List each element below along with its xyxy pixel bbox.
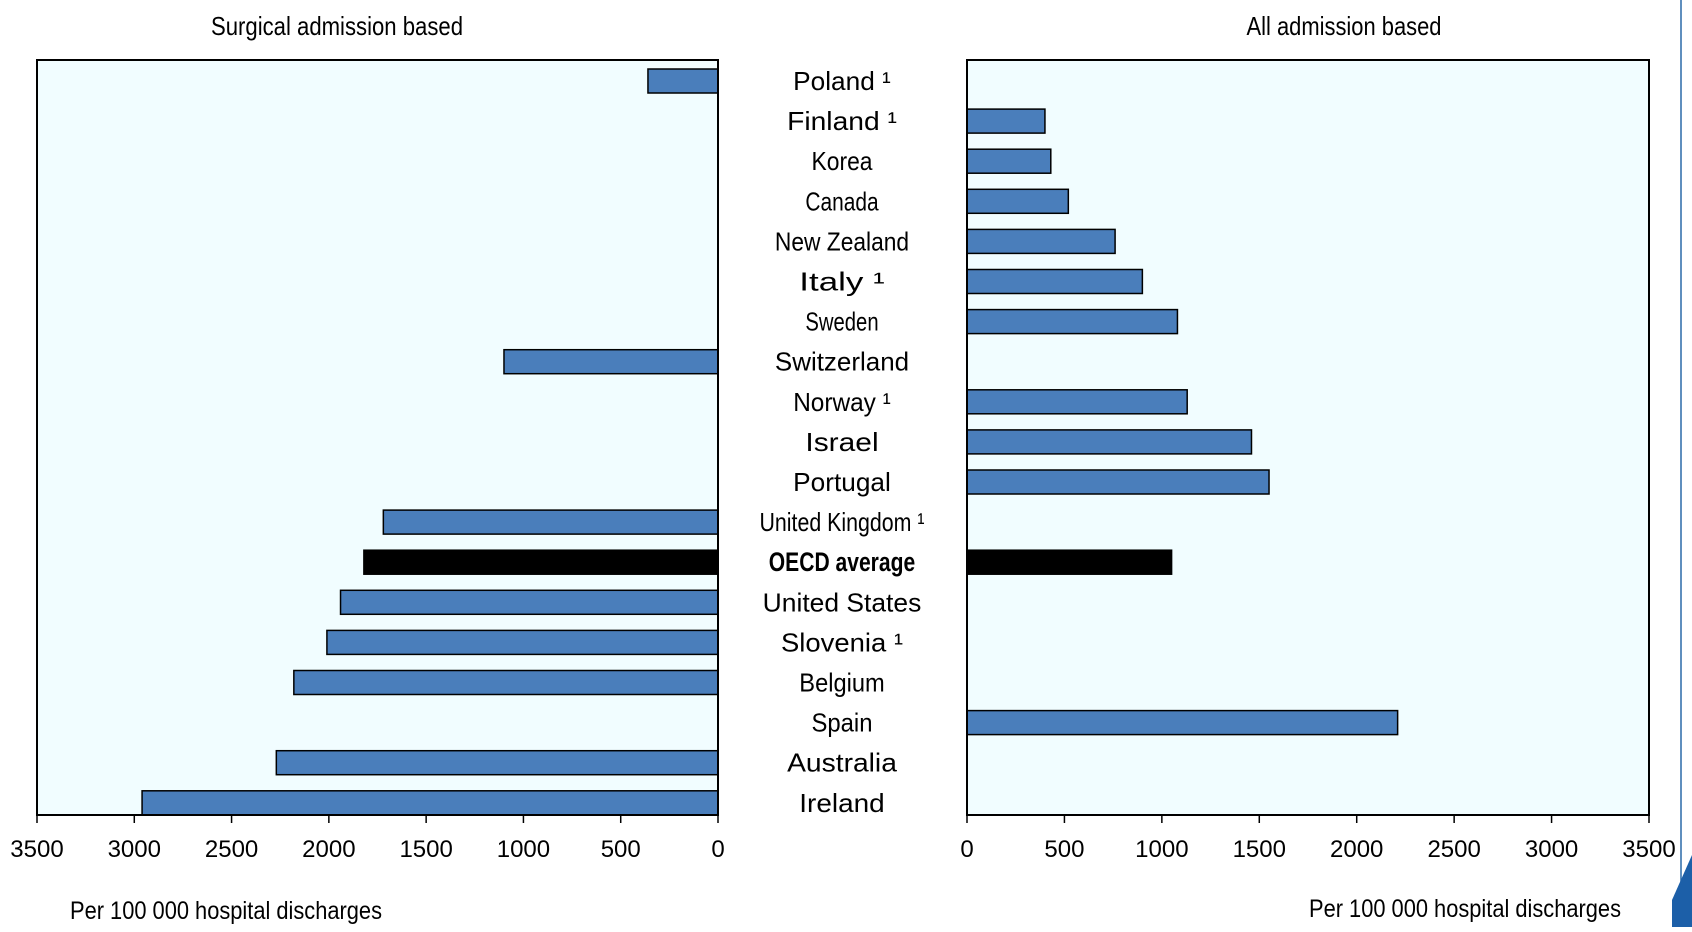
right-tick-label-2000: 2000 xyxy=(1330,836,1383,863)
category-label-korea: Korea xyxy=(812,146,873,176)
category-label-new-zealand: New Zealand xyxy=(775,226,909,256)
left-tick-label-3500: 3500 xyxy=(10,836,63,863)
left-bar-oecd-average xyxy=(363,549,719,575)
category-label-belgium: Belgium xyxy=(799,668,884,698)
category-label-finland: Finland ¹ xyxy=(787,106,897,136)
left-plot-frame xyxy=(36,59,719,816)
right-bar-norway xyxy=(966,389,1188,415)
category-label-oecd-average: OECD average xyxy=(769,547,915,577)
left-bar-australia xyxy=(275,749,719,776)
left-tick-label-3000: 3000 xyxy=(108,836,161,863)
left-tick-label-1000: 1000 xyxy=(497,836,550,863)
left-bar-switzerland xyxy=(503,348,719,375)
category-label-italy: Italy ¹ xyxy=(799,267,885,297)
left-bar-united-kingdom xyxy=(382,509,719,535)
category-label-ireland: Ireland xyxy=(799,788,884,818)
left-bar-belgium xyxy=(293,669,719,696)
right-tick-label-3500: 3500 xyxy=(1622,836,1675,863)
left-bar-united-states xyxy=(339,589,719,616)
category-label-switzerland: Switzerland xyxy=(775,347,909,377)
right-plot-frame xyxy=(966,59,1650,816)
right-bar-portugal xyxy=(966,469,1270,495)
category-label-spain: Spain xyxy=(812,708,873,738)
category-label-poland: Poland ¹ xyxy=(793,66,891,96)
left-tick-label-0: 0 xyxy=(711,836,724,863)
left-x-axis-label: Per 100 000 hospital discharges xyxy=(70,897,382,925)
left-tick-label-500: 500 xyxy=(601,836,641,863)
right-tick-label-2500: 2500 xyxy=(1427,836,1480,863)
category-label-united-kingdom: United Kingdom ¹ xyxy=(760,507,925,537)
left-tick-label-2000: 2000 xyxy=(302,836,355,863)
left-bar-poland xyxy=(647,68,719,94)
right-bar-sweden xyxy=(966,308,1179,335)
right-bar-new-zealand xyxy=(966,228,1116,255)
right-chart-title: All admission based xyxy=(1247,11,1442,41)
category-label-norway: Norway ¹ xyxy=(793,387,891,417)
right-tick-label-3000: 3000 xyxy=(1525,836,1578,863)
category-label-canada: Canada xyxy=(805,186,879,216)
left-chart-title: Surgical admission based xyxy=(211,11,463,41)
category-label-portugal: Portugal xyxy=(793,467,891,497)
left-tick-label-2500: 2500 xyxy=(205,836,258,863)
right-bar-spain xyxy=(966,709,1399,736)
right-tick-label-1500: 1500 xyxy=(1233,836,1286,863)
category-label-sweden: Sweden xyxy=(805,307,878,337)
category-label-united-states: United States xyxy=(763,587,922,617)
left-plot-area xyxy=(37,60,718,815)
left-bar-slovenia xyxy=(326,629,719,656)
right-bar-canada xyxy=(966,188,1070,215)
right-bar-israel xyxy=(966,429,1253,455)
left-bar-ireland xyxy=(141,790,719,816)
right-bar-italy xyxy=(966,268,1144,295)
category-label-australia: Australia xyxy=(787,748,897,778)
right-bar-korea xyxy=(966,148,1052,174)
category-label-israel: Israel xyxy=(805,427,878,457)
right-tick-label-0: 0 xyxy=(960,836,973,863)
right-tick-label-500: 500 xyxy=(1044,836,1084,863)
right-bar-oecd-average xyxy=(966,549,1173,575)
category-label-slovenia: Slovenia ¹ xyxy=(781,627,903,657)
right-bar-finland xyxy=(966,108,1046,134)
right-tick-label-1000: 1000 xyxy=(1135,836,1188,863)
left-tick-label-1500: 1500 xyxy=(399,836,452,863)
right-x-axis-label: Per 100 000 hospital discharges xyxy=(1309,895,1621,923)
